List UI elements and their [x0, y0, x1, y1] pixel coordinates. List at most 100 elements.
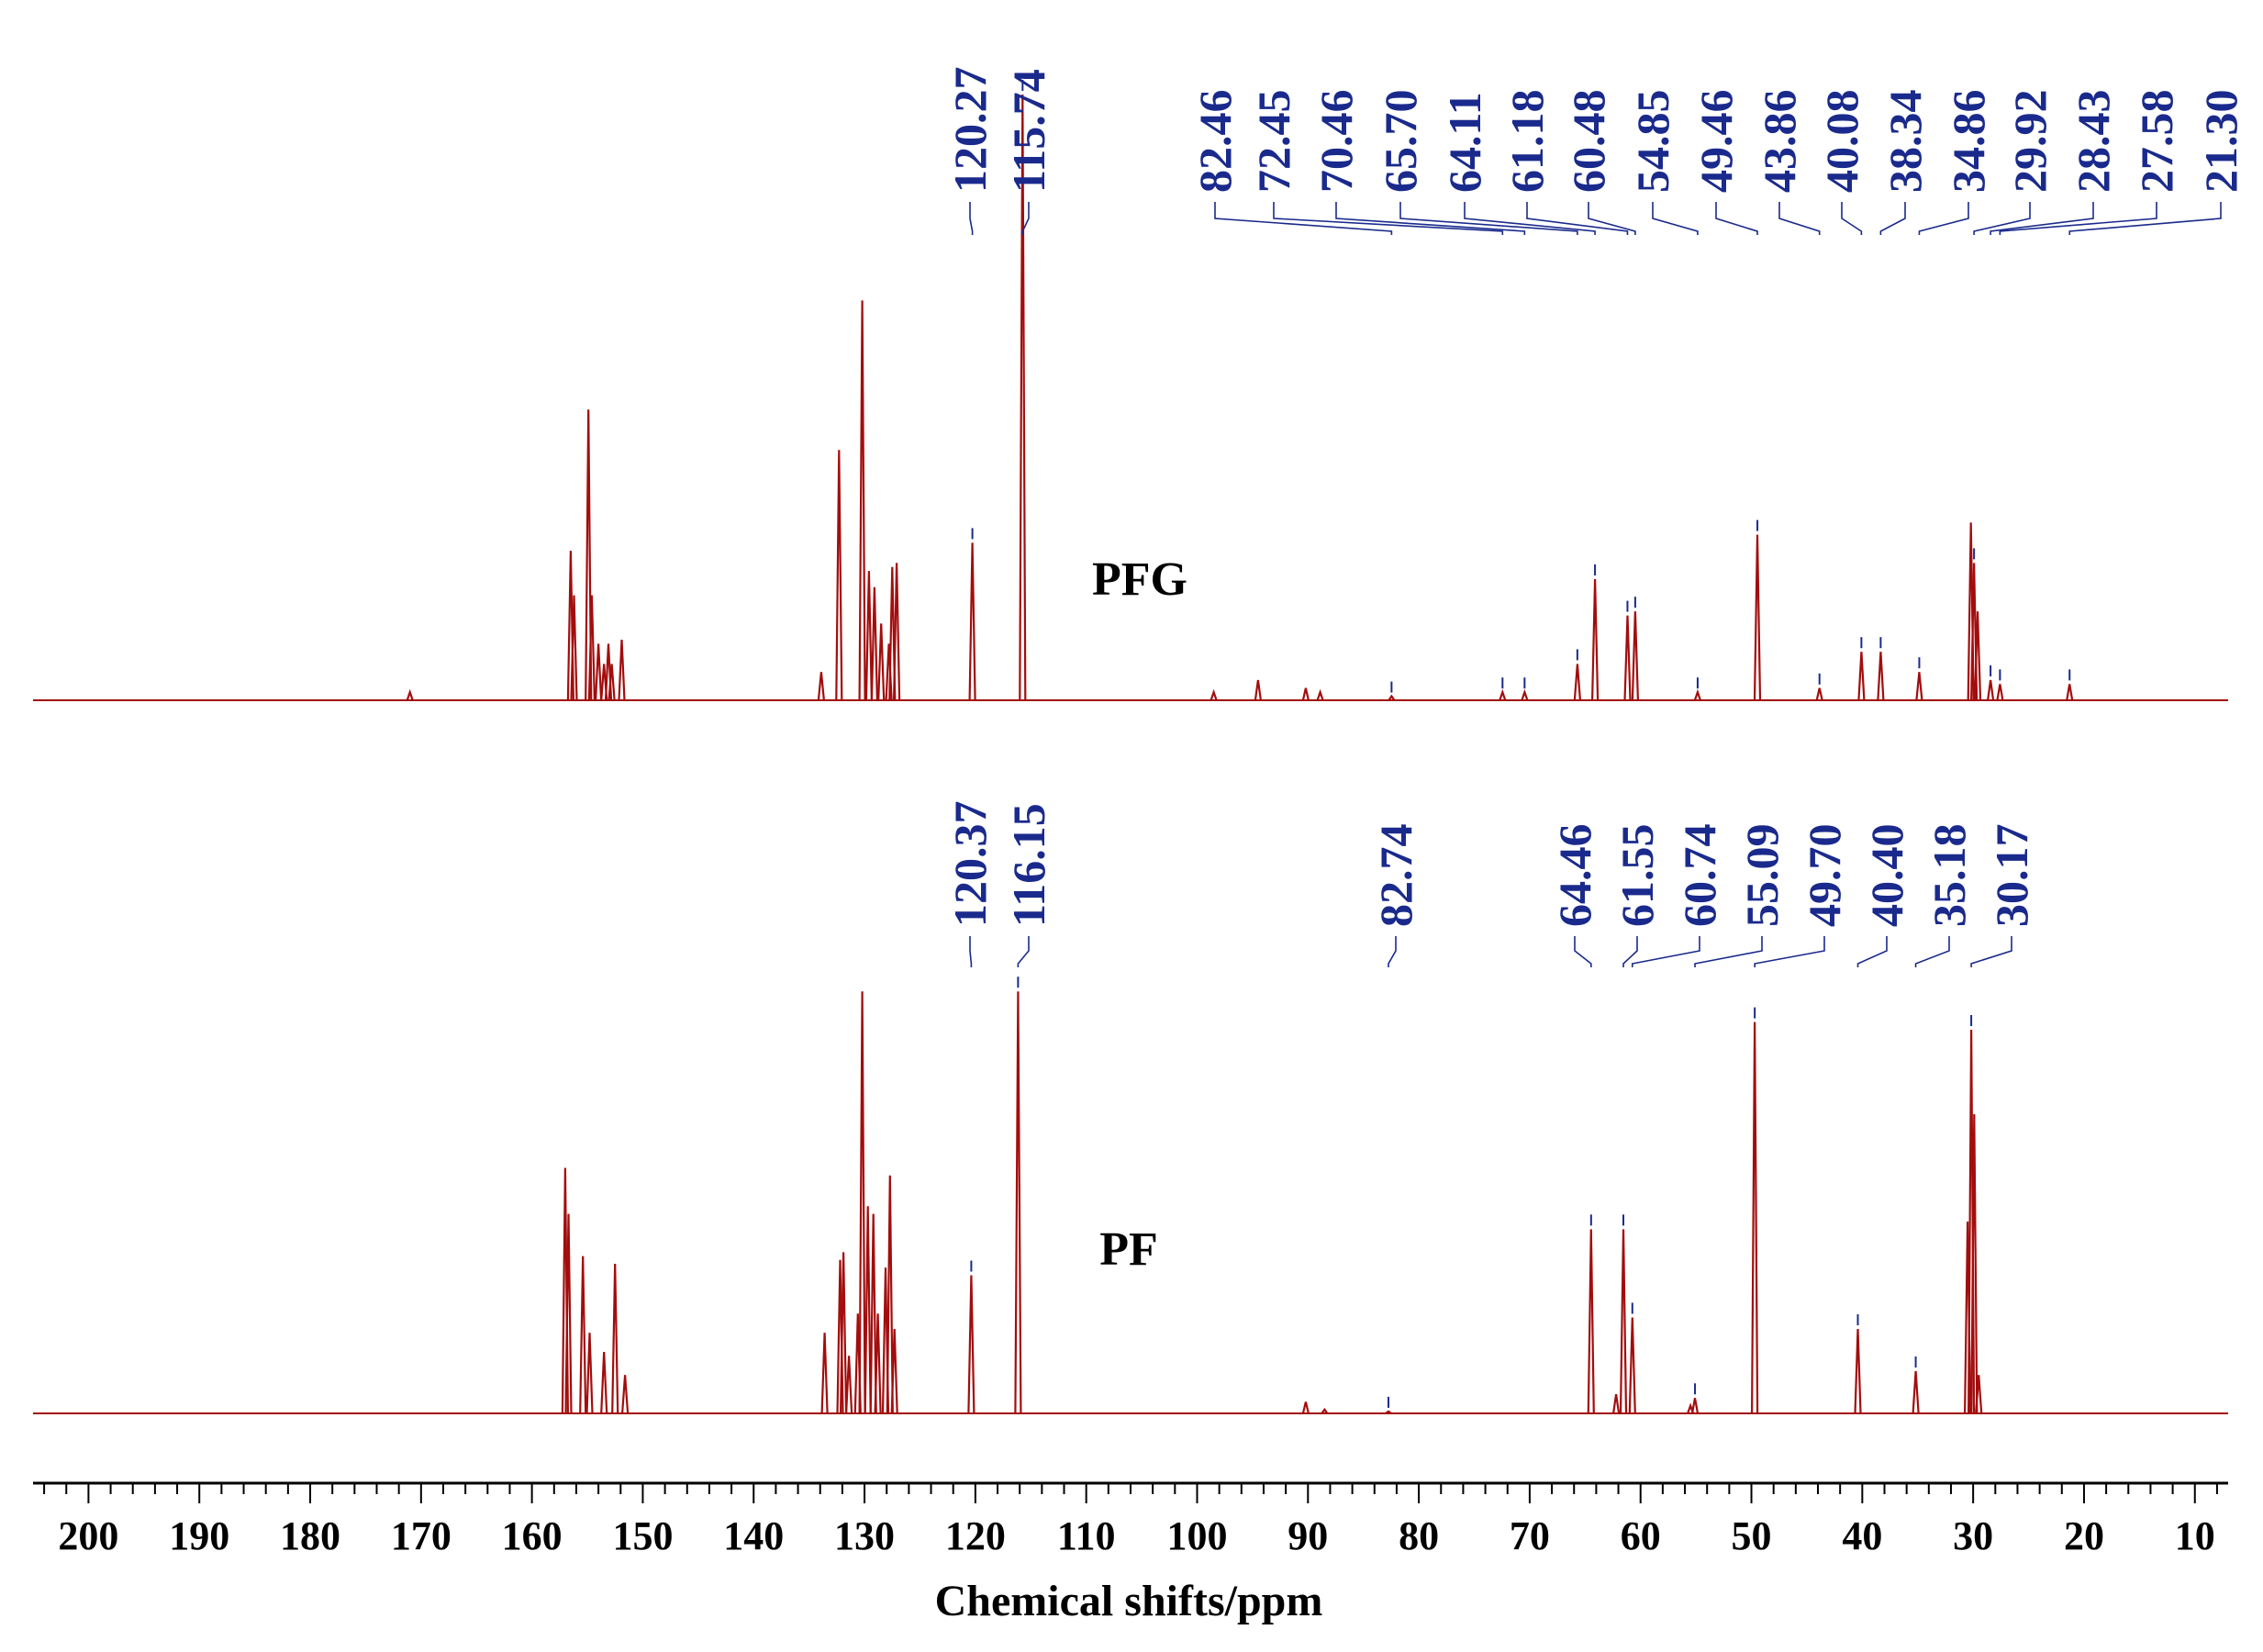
peak-label-pfg: 29.92	[2004, 90, 2056, 194]
peak-pfg	[1996, 684, 2004, 701]
peak-label-connector	[1918, 202, 1969, 235]
peak-pfg	[1019, 94, 1027, 701]
peak-pfg	[1623, 615, 1632, 701]
peak-label-connector	[1622, 936, 1638, 967]
peak-pf	[600, 1352, 608, 1414]
peak-label-pf: 116.15	[1003, 803, 1054, 927]
peak-label-connector	[969, 202, 974, 235]
peak-pfg	[1499, 688, 1507, 701]
peak-label-connector	[1914, 936, 1950, 967]
peak-label-connector	[2068, 202, 2222, 235]
peak-pf	[1970, 1113, 1979, 1414]
peak-pf	[869, 1213, 877, 1414]
peak-pfg	[870, 586, 878, 701]
peak-pfg	[1877, 652, 1885, 701]
peak-label-connector	[1754, 936, 1825, 967]
peak-label-connector	[1973, 202, 2031, 235]
peak-label-pfg: 54.85	[1627, 90, 1678, 194]
peak-pf	[1690, 1398, 1700, 1414]
x-tick-label: 60	[1621, 1513, 1661, 1558]
peak-label-pfg: 40.08	[1816, 90, 1867, 194]
peak-pf	[611, 1263, 619, 1414]
x-tick-label: 90	[1288, 1513, 1328, 1558]
peak-label-pf: 61.55	[1611, 824, 1663, 928]
x-tick-label: 110	[1057, 1513, 1116, 1558]
peak-label-connector	[1574, 936, 1592, 967]
peak-pfg	[570, 595, 578, 701]
peak-pf	[840, 1252, 848, 1414]
x-tick-label: 80	[1399, 1513, 1439, 1558]
peak-pf	[967, 1275, 975, 1414]
peak-label-pfg: 120.27	[944, 67, 996, 194]
peak-label-pf: 64.46	[1549, 824, 1600, 928]
peak-label-connector	[1715, 202, 1758, 235]
peak-pfg	[1591, 578, 1600, 701]
peak-pf	[1619, 1229, 1628, 1414]
peak-label-pfg: 38.34	[1879, 90, 1931, 194]
x-tick-label: 40	[1842, 1513, 1882, 1558]
peak-label-connector	[1879, 202, 1906, 235]
peak-label-pfg: 27.58	[2131, 90, 2182, 194]
peak-label-pf: 120.37	[944, 801, 996, 928]
peak-pfg	[893, 563, 901, 701]
peak-pf	[1321, 1407, 1329, 1414]
peak-pfg	[1388, 694, 1396, 701]
peak-pfg	[406, 688, 414, 701]
peak-label-pfg: 60.48	[1563, 90, 1614, 194]
x-tick-label: 170	[391, 1513, 451, 1558]
x-tick-label: 70	[1510, 1513, 1550, 1558]
peak-pfg	[2066, 684, 2074, 701]
peak-pfg	[1915, 672, 1923, 701]
series-label-pf: PF	[1099, 1223, 1158, 1276]
peak-label-pf: 55.09	[1736, 824, 1788, 928]
peak-pfg	[1254, 679, 1262, 701]
peak-label-connector	[1335, 202, 1526, 235]
peak-label-pf: 35.18	[1923, 824, 1975, 928]
peak-pf	[621, 1375, 630, 1414]
peak-label-connector	[1214, 202, 1393, 235]
x-tick-label: 140	[723, 1513, 784, 1558]
peak-label-connector	[1631, 936, 1700, 967]
peak-label-pfg: 21.30	[2195, 90, 2246, 194]
peak-pf	[1912, 1370, 1920, 1414]
peak-pfg	[1857, 652, 1866, 701]
peak-pf	[1612, 1393, 1621, 1414]
peak-label-connector	[1652, 202, 1699, 235]
peak-label-pf: 40.40	[1861, 824, 1912, 928]
peak-pfg	[817, 672, 825, 701]
peak-label-connector	[1017, 936, 1030, 967]
peak-pfg	[1210, 688, 1218, 701]
peak-pfg	[595, 643, 603, 701]
peak-label-connector	[1970, 936, 2012, 967]
peak-pfg	[968, 542, 976, 701]
peak-pfg	[1573, 664, 1581, 701]
x-tick-label: 200	[58, 1513, 118, 1558]
peak-pf	[886, 1175, 894, 1414]
peak-label-pfg: 70.46	[1310, 90, 1362, 194]
peak-label-connector	[1841, 202, 1863, 235]
peak-pf	[1014, 991, 1022, 1414]
peak-label-pfg: 28.43	[2068, 90, 2119, 194]
peak-pf	[1854, 1328, 1862, 1414]
peak-label-connector	[1694, 936, 1763, 967]
peak-label-pfg: 61.18	[1501, 90, 1553, 194]
peak-label-connector	[1021, 202, 1030, 235]
peak-label-connector	[1464, 202, 1596, 235]
peak-label-pfg: 72.45	[1248, 90, 1299, 194]
peak-pf	[1628, 1317, 1636, 1414]
peak-pfg	[1987, 679, 1995, 701]
peak-pfg	[585, 409, 593, 701]
peak-label-pf: 60.74	[1674, 824, 1725, 928]
peak-pf	[845, 1356, 853, 1414]
x-tick-label: 120	[945, 1513, 1006, 1558]
peak-labels-group: 120.27 115.74 82.46 72.45 70.46 65.70 64.11 61.…	[944, 67, 2246, 1408]
peak-pfg	[618, 639, 626, 701]
peak-label-connector	[1778, 202, 1821, 235]
x-axis-title: Chemical shifts/ppm	[935, 1577, 1323, 1625]
series-label-pfg: PFG	[1092, 553, 1187, 606]
peak-pf	[1301, 1401, 1310, 1414]
peak-label-pfg: 34.86	[1943, 90, 1994, 194]
x-tick-label: 160	[502, 1513, 563, 1558]
peak-pf	[1975, 1375, 1983, 1414]
